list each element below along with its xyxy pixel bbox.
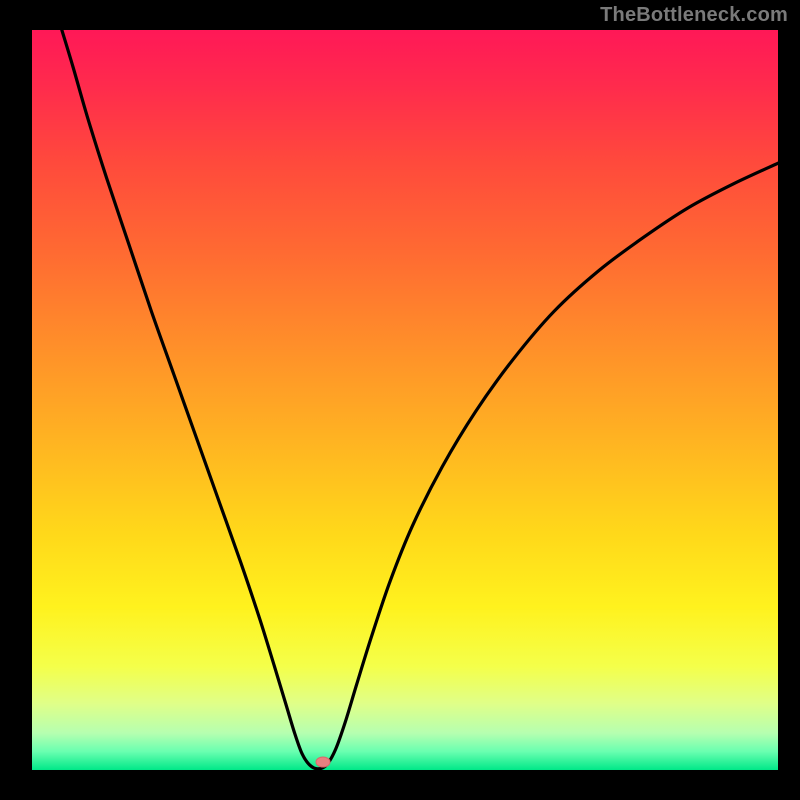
plot-area xyxy=(32,30,778,770)
watermark-text: TheBottleneck.com xyxy=(600,4,788,27)
plot-gradient-background xyxy=(32,30,778,770)
chart-container: TheBottleneck.com xyxy=(0,0,800,800)
